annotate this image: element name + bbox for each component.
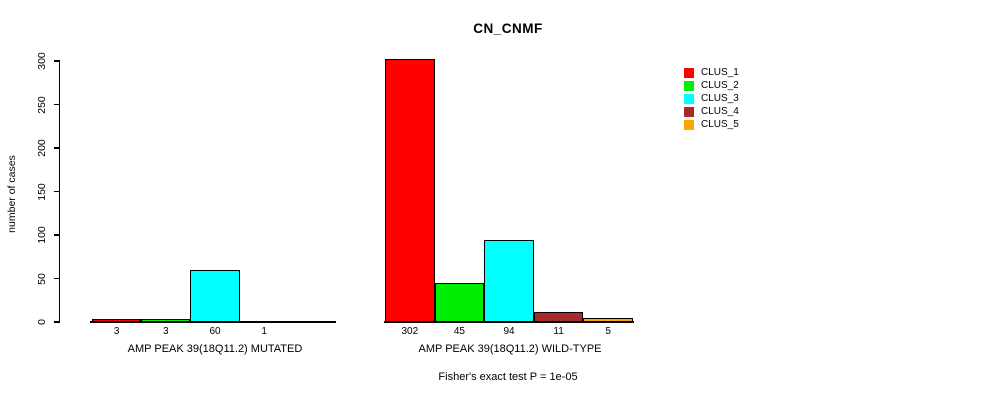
legend-swatch-clus-2 [684, 80, 694, 91]
bar-value-label: 45 [453, 326, 465, 337]
y-tick-mark [54, 103, 60, 106]
fisher-test-annotation: Fisher's exact test P = 1e-05 [438, 371, 578, 383]
y-tick-mark [54, 277, 60, 280]
y-tick-label: 200 [36, 139, 48, 157]
y-tick-label: 0 [36, 319, 48, 325]
group-label-wildtype: AMP PEAK 39(18Q11.2) WILD-TYPE [418, 343, 602, 355]
y-tick-mark [54, 60, 60, 62]
chart-title: CN_CNMF [473, 21, 543, 36]
bar-wildtype-clus_4 [533, 312, 584, 322]
legend-item-clus-4: CLUS_4 [684, 105, 739, 118]
legend-item-clus-3: CLUS_3 [684, 92, 739, 105]
y-tick-mark [54, 321, 60, 323]
bar-value-label: 11 [553, 326, 564, 337]
bar-wildtype-clus_2 [434, 282, 485, 322]
bar-mutated-clus_2 [141, 319, 191, 322]
x-axis-baseline-wildtype [384, 321, 634, 323]
legend-label: CLUS_5 [701, 119, 739, 130]
y-tick-label: 250 [36, 95, 48, 114]
bar-value-label: 3 [163, 326, 169, 337]
bar-value-label: 3 [113, 326, 120, 337]
legend-label: CLUS_4 [701, 106, 739, 117]
bar-value-label: 5 [605, 326, 611, 337]
bar-value-label: 302 [401, 326, 419, 337]
y-tick-label: 150 [36, 182, 48, 201]
x-axis-baseline-mutated [90, 321, 336, 323]
y-tick-label: 50 [36, 272, 48, 285]
y-tick-mark [54, 234, 60, 236]
legend-item-clus-2: CLUS_2 [684, 79, 739, 92]
legend-swatch-clus-1 [684, 67, 694, 78]
bar-mutated-clus_1 [92, 319, 142, 322]
bar-wildtype-clus_3 [484, 240, 534, 322]
legend-swatch-clus-3 [684, 93, 694, 104]
legend-label: CLUS_1 [701, 67, 739, 78]
bar-wildtype-clus_5 [583, 317, 633, 322]
bar-wildtype-clus_1 [385, 59, 435, 322]
legend-item-clus-5: CLUS_5 [684, 118, 739, 131]
legend-swatch-clus-5 [684, 119, 694, 130]
y-tick-mark [54, 190, 60, 193]
y-tick-label: 100 [36, 226, 48, 244]
bar-mutated-clus_3 [190, 269, 240, 322]
bar-value-label: 60 [209, 326, 221, 337]
y-axis-title: number of cases [6, 155, 18, 233]
y-tick-mark [54, 147, 60, 149]
legend-label: CLUS_3 [701, 93, 739, 104]
legend: CLUS_1 CLUS_2 CLUS_3 CLUS_4 CLUS_5 [684, 66, 739, 131]
legend-item-clus-1: CLUS_1 [684, 66, 739, 79]
bar-value-label: 1 [261, 326, 267, 337]
legend-swatch-clus-4 [684, 106, 694, 117]
y-tick-label: 300 [36, 52, 48, 70]
group-label-mutated: AMP PEAK 39(18Q11.2) MUTATED [127, 343, 303, 355]
bar-mutated-clus_4 [239, 321, 289, 323]
legend-label: CLUS_2 [701, 80, 739, 91]
bar-value-label: 94 [503, 326, 515, 337]
